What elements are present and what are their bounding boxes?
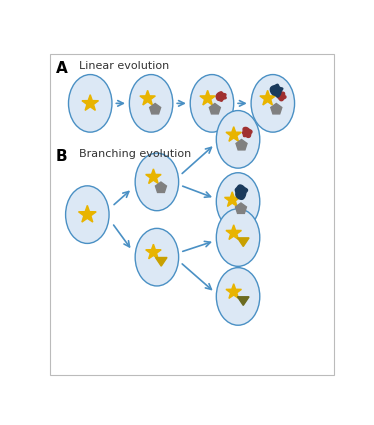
Text: B: B (55, 149, 67, 164)
Text: Branching evolution: Branching evolution (79, 149, 191, 159)
Polygon shape (216, 92, 226, 101)
FancyBboxPatch shape (50, 54, 334, 375)
Polygon shape (237, 297, 249, 306)
Ellipse shape (68, 74, 112, 132)
Polygon shape (277, 92, 286, 101)
Ellipse shape (251, 74, 295, 132)
Polygon shape (79, 205, 96, 222)
Polygon shape (226, 225, 242, 239)
Polygon shape (224, 192, 240, 207)
Polygon shape (236, 203, 246, 213)
Polygon shape (146, 169, 161, 184)
Text: Linear evolution: Linear evolution (79, 61, 169, 71)
Polygon shape (150, 104, 161, 114)
Text: A: A (55, 61, 67, 76)
Polygon shape (271, 104, 282, 114)
Polygon shape (146, 244, 161, 259)
Ellipse shape (135, 153, 179, 211)
Ellipse shape (216, 268, 260, 325)
Ellipse shape (216, 173, 260, 230)
Ellipse shape (216, 110, 260, 168)
Polygon shape (209, 104, 220, 114)
Polygon shape (243, 128, 252, 137)
Polygon shape (226, 127, 242, 141)
Ellipse shape (65, 186, 109, 244)
Polygon shape (235, 185, 248, 199)
Polygon shape (200, 91, 215, 105)
Ellipse shape (129, 74, 173, 132)
Polygon shape (82, 95, 98, 110)
Polygon shape (140, 91, 155, 105)
Polygon shape (237, 238, 249, 246)
Ellipse shape (216, 209, 260, 266)
Ellipse shape (190, 74, 234, 132)
Ellipse shape (135, 228, 179, 286)
Polygon shape (156, 258, 167, 266)
Polygon shape (236, 139, 247, 150)
Polygon shape (270, 84, 283, 97)
Polygon shape (156, 182, 166, 193)
Polygon shape (260, 91, 275, 105)
Polygon shape (226, 284, 242, 298)
